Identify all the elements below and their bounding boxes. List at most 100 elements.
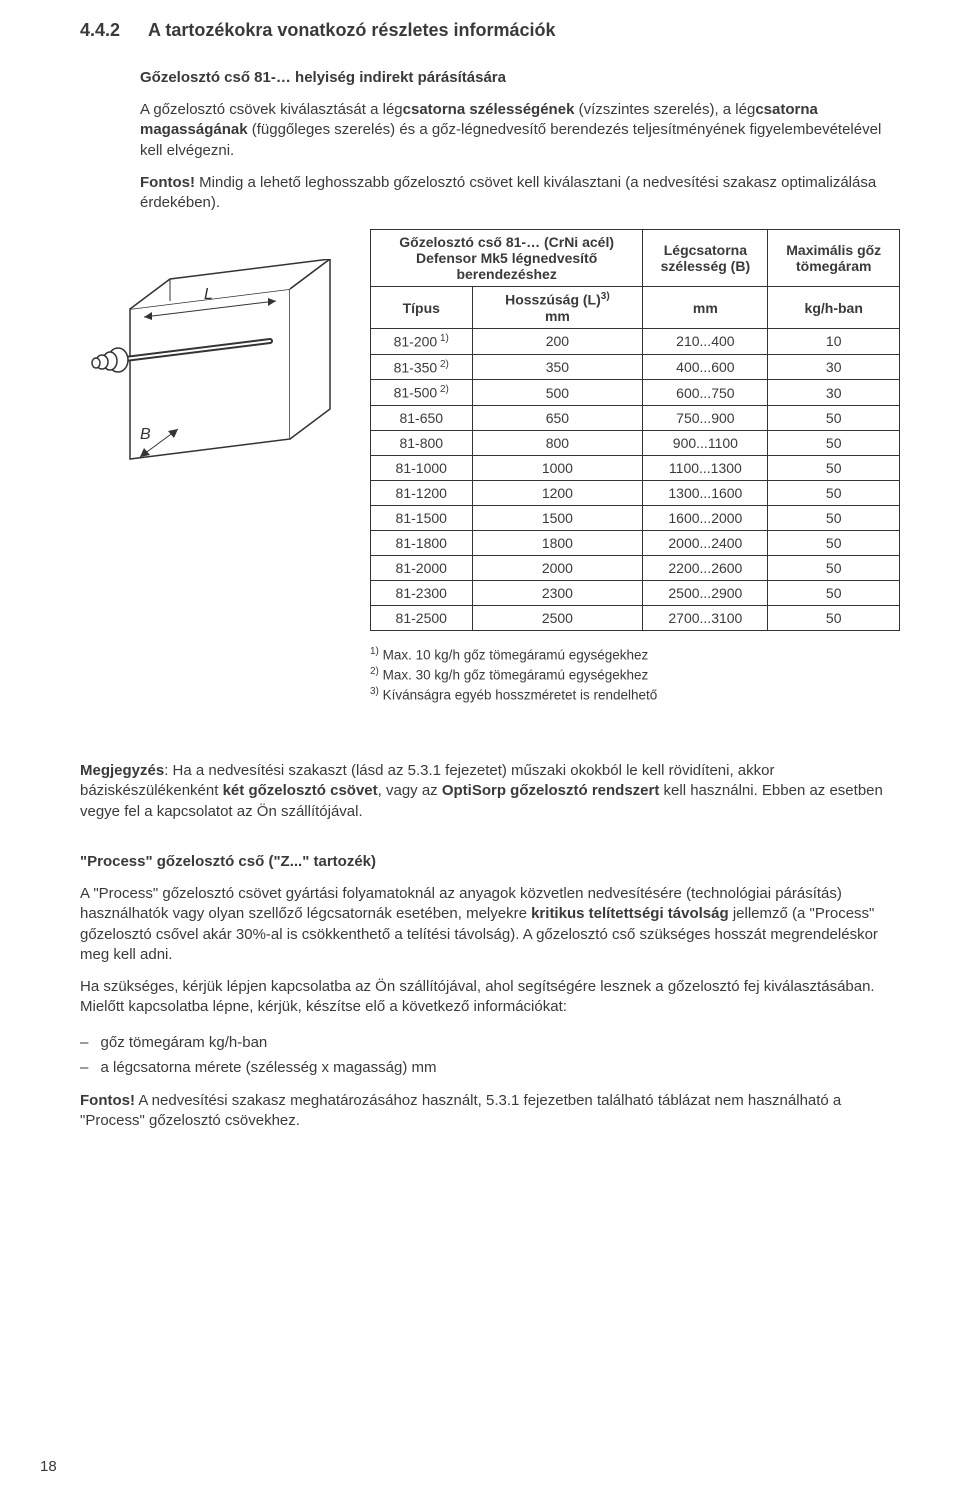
cell-flow: 50 bbox=[768, 405, 900, 430]
cell-width: 1100...1300 bbox=[643, 455, 768, 480]
cell-width: 1300...1600 bbox=[643, 480, 768, 505]
cell-width: 2700...3100 bbox=[643, 605, 768, 630]
figure-table-row: L B Gőzelosztó cső 81-… (CrNi acél) Defe… bbox=[80, 229, 900, 705]
footnote-1: 1) Max. 10 kg/h gőz tömegáramú egységekh… bbox=[370, 645, 900, 665]
text: A nedvesítési szakasz meghatározásához h… bbox=[80, 1092, 841, 1129]
subheader-flow-unit: kg/h-ban bbox=[768, 287, 900, 329]
note-paragraph: Megjegyzés: Ha a nedvesítési szakaszt (l… bbox=[80, 761, 900, 822]
subheader-type: Típus bbox=[371, 287, 473, 329]
subheader-width-unit: mm bbox=[643, 287, 768, 329]
cell-flow: 50 bbox=[768, 605, 900, 630]
subheader-length: Hosszúság (L)3) mm bbox=[472, 287, 643, 329]
cell-flow: 50 bbox=[768, 555, 900, 580]
list-item: a légcsatorna mérete (szélesség x magass… bbox=[80, 1055, 900, 1081]
cell-length: 2300 bbox=[472, 580, 643, 605]
figure-diagram: L B bbox=[80, 259, 340, 489]
table-row: 81-500 2)500600...75030 bbox=[371, 380, 900, 406]
cell-width: 600...750 bbox=[643, 380, 768, 406]
cell-flow: 50 bbox=[768, 580, 900, 605]
footnote-2: 2) Max. 30 kg/h gőz tömegáramú egységekh… bbox=[370, 665, 900, 685]
section-number: 4.4.2 bbox=[80, 20, 120, 41]
cell-flow: 30 bbox=[768, 380, 900, 406]
table-row: 81-650650750...90050 bbox=[371, 405, 900, 430]
label-L: L bbox=[204, 286, 213, 303]
note-block: Megjegyzés: Ha a nedvesítési szakaszt (l… bbox=[80, 761, 900, 1131]
table-row: 81-250025002700...310050 bbox=[371, 605, 900, 630]
text-bold: csatorna szélességének bbox=[403, 101, 575, 118]
table-row: 81-800800900...110050 bbox=[371, 430, 900, 455]
cell-type: 81-1800 bbox=[371, 530, 473, 555]
table-row: 81-150015001600...200050 bbox=[371, 505, 900, 530]
cell-length: 350 bbox=[472, 354, 643, 380]
data-table: Gőzelosztó cső 81-… (CrNi acél) Defensor… bbox=[370, 229, 900, 631]
cell-flow: 50 bbox=[768, 430, 900, 455]
cell-length: 800 bbox=[472, 430, 643, 455]
text-bold: Megjegyzés bbox=[80, 762, 164, 779]
text-bold: Fontos! bbox=[80, 1092, 135, 1109]
cell-type: 81-200 1) bbox=[371, 328, 473, 354]
process-paragraph-2: Ha szükséges, kérjük lépjen kapcsolatba … bbox=[80, 977, 900, 1018]
cell-flow: 50 bbox=[768, 480, 900, 505]
text: , vagy az bbox=[378, 782, 442, 799]
cell-length: 500 bbox=[472, 380, 643, 406]
text: A gőzelosztó csövek kiválasztását a lég bbox=[140, 101, 403, 118]
table-row: 81-350 2)350400...60030 bbox=[371, 354, 900, 380]
cell-type: 81-800 bbox=[371, 430, 473, 455]
cell-flow: 30 bbox=[768, 354, 900, 380]
page-number: 18 bbox=[40, 1458, 57, 1475]
cell-width: 900...1100 bbox=[643, 430, 768, 455]
text: (függőleges szerelés) és a gőz-légnedves… bbox=[140, 121, 881, 158]
footnote-3: 3) Kívánságra egyéb hosszméretet is rend… bbox=[370, 685, 900, 705]
table-row: 81-230023002500...290050 bbox=[371, 580, 900, 605]
process-paragraph-1: A "Process" gőzelosztó csövet gyártási f… bbox=[80, 884, 900, 965]
cell-length: 1000 bbox=[472, 455, 643, 480]
subheading-1: Gőzelosztó cső 81-… helyiség indirekt pá… bbox=[140, 69, 900, 86]
cell-width: 750...900 bbox=[643, 405, 768, 430]
section-title: A tartozékokra vonatkozó részletes infor… bbox=[148, 20, 555, 41]
cell-type: 81-2300 bbox=[371, 580, 473, 605]
table-row: 81-200020002200...260050 bbox=[371, 555, 900, 580]
header-device: Gőzelosztó cső 81-… (CrNi acél) Defensor… bbox=[371, 230, 643, 287]
cell-width: 1600...2000 bbox=[643, 505, 768, 530]
cell-length: 2000 bbox=[472, 555, 643, 580]
footnotes: 1) Max. 10 kg/h gőz tömegáramú egységekh… bbox=[370, 645, 900, 705]
cell-type: 81-1500 bbox=[371, 505, 473, 530]
paragraph-1: A gőzelosztó csövek kiválasztását a légc… bbox=[140, 100, 900, 161]
table-row: 81-100010001100...130050 bbox=[371, 455, 900, 480]
cell-length: 200 bbox=[472, 328, 643, 354]
cell-width: 210...400 bbox=[643, 328, 768, 354]
cell-width: 2000...2400 bbox=[643, 530, 768, 555]
cell-length: 1800 bbox=[472, 530, 643, 555]
table-wrap: Gőzelosztó cső 81-… (CrNi acél) Defensor… bbox=[370, 229, 900, 705]
cell-type: 81-500 2) bbox=[371, 380, 473, 406]
cell-type: 81-350 2) bbox=[371, 354, 473, 380]
cell-length: 650 bbox=[472, 405, 643, 430]
final-paragraph: Fontos! A nedvesítési szakasz meghatároz… bbox=[80, 1091, 900, 1132]
page: 4.4.2 A tartozékokra vonatkozó részletes… bbox=[0, 0, 960, 1493]
text-bold: kritikus telítettségi távolság bbox=[531, 905, 729, 922]
cell-type: 81-2000 bbox=[371, 555, 473, 580]
text-bold: OptiSorp gőzelosztó rendszert bbox=[442, 782, 660, 799]
cell-flow: 50 bbox=[768, 455, 900, 480]
cell-type: 81-1000 bbox=[371, 455, 473, 480]
table-row: 81-200 1)200210...40010 bbox=[371, 328, 900, 354]
cell-flow: 50 bbox=[768, 505, 900, 530]
cell-type: 81-2500 bbox=[371, 605, 473, 630]
text: Mindig a lehető leghosszabb gőzelosztó c… bbox=[140, 174, 876, 211]
cell-width: 2200...2600 bbox=[643, 555, 768, 580]
cell-flow: 10 bbox=[768, 328, 900, 354]
subheading-2: "Process" gőzelosztó cső ("Z..." tartozé… bbox=[80, 852, 900, 872]
cell-width: 400...600 bbox=[643, 354, 768, 380]
cell-type: 81-650 bbox=[371, 405, 473, 430]
list-item: gőz tömegáram kg/h-ban bbox=[80, 1030, 900, 1056]
cell-length: 2500 bbox=[472, 605, 643, 630]
cell-length: 1200 bbox=[472, 480, 643, 505]
cell-width: 2500...2900 bbox=[643, 580, 768, 605]
text-bold: Fontos! bbox=[140, 174, 195, 191]
table-row: 81-180018002000...240050 bbox=[371, 530, 900, 555]
text: (vízszintes szerelés), a lég bbox=[574, 101, 755, 118]
text-bold: két gőzelosztó csövet bbox=[223, 782, 378, 799]
header-flow: Maximális gőz tömegáram bbox=[768, 230, 900, 287]
cell-type: 81-1200 bbox=[371, 480, 473, 505]
info-list: gőz tömegáram kg/h-ban a légcsatorna mér… bbox=[80, 1030, 900, 1081]
